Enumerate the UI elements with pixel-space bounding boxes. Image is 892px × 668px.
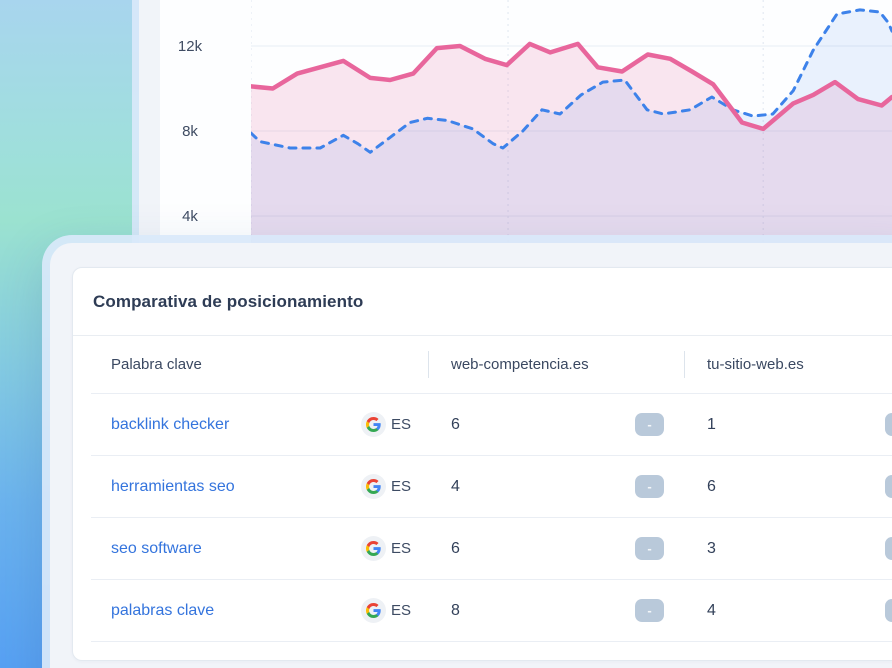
row-divider (91, 455, 892, 456)
column-separator (428, 351, 429, 378)
title-divider (73, 335, 892, 336)
y-axis-tick-8k: 8k (182, 123, 198, 140)
comparison-popup: Comparativa de posicionamiento Palabra c… (42, 235, 892, 668)
search-engine-region: ES (360, 598, 411, 623)
competitor-position: 6 (451, 415, 460, 433)
own-position: 6 (707, 477, 716, 495)
y-axis-tick-12k: 12k (177, 38, 203, 55)
column-header-competitor: web-competencia.es (451, 356, 589, 373)
change-badge[interactable]: - (635, 413, 664, 436)
region-label: ES (390, 540, 411, 557)
own-position: 1 (707, 415, 716, 433)
region-label: ES (390, 478, 411, 495)
row-divider (91, 517, 892, 518)
row-divider (91, 393, 892, 394)
column-header-own-site: tu-sitio-web.es (707, 356, 804, 373)
keyword-link[interactable]: seo software (111, 539, 202, 557)
search-engine-region: ES (360, 412, 411, 437)
competitor-position: 4 (451, 477, 460, 495)
table-row: seo software ES 6 - 3 - (73, 518, 892, 579)
google-icon (360, 598, 386, 623)
change-badge[interactable]: - (885, 537, 892, 560)
table-row: herramientas seo ES 4 - 6 - (73, 456, 892, 517)
column-separator (684, 351, 685, 378)
traffic-comparison-chart[interactable] (251, 0, 892, 245)
google-icon (360, 474, 386, 499)
keyword-link[interactable]: backlink checker (111, 415, 230, 433)
search-engine-region: ES (360, 536, 411, 561)
google-icon (360, 536, 386, 561)
change-badge[interactable]: - (885, 475, 892, 498)
table-row: backlink checker ES 6 - 1 - (73, 394, 892, 455)
google-icon (360, 412, 386, 437)
own-position: 4 (707, 601, 716, 619)
row-divider (91, 579, 892, 580)
keyword-link[interactable]: palabras clave (111, 601, 215, 619)
comparison-table-card: Comparativa de posicionamiento Palabra c… (72, 267, 892, 661)
competitor-position: 8 (451, 601, 460, 619)
region-label: ES (390, 416, 411, 433)
change-badge[interactable]: - (635, 537, 664, 560)
column-header-keyword: Palabra clave (111, 356, 202, 373)
table-row: palabras clave ES 8 - 4 - (73, 580, 892, 641)
change-badge[interactable]: - (885, 413, 892, 436)
search-engine-region: ES (360, 474, 411, 499)
own-position: 3 (707, 539, 716, 557)
comparison-popup-surface: Comparativa de posicionamiento Palabra c… (50, 243, 892, 668)
competitor-position: 6 (451, 539, 460, 557)
card-title: Comparativa de posicionamiento (93, 291, 364, 311)
table-header-row: Palabra clave web-competencia.es tu-siti… (73, 336, 892, 393)
row-divider (91, 641, 892, 642)
y-axis-tick-4k: 4k (182, 208, 198, 225)
change-badge[interactable]: - (635, 475, 664, 498)
change-badge[interactable]: - (885, 599, 892, 622)
region-label: ES (390, 602, 411, 619)
change-badge[interactable]: - (635, 599, 664, 622)
keyword-link[interactable]: herramientas seo (111, 477, 235, 495)
